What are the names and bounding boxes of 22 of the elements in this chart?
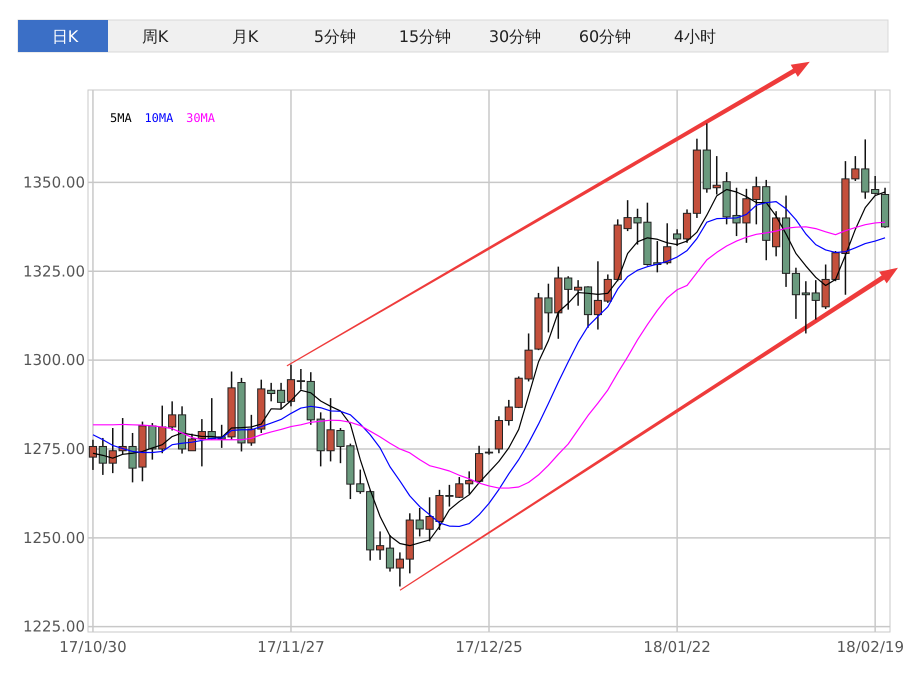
y-tick-label: 1225.00	[22, 618, 85, 636]
candlestick	[386, 534, 394, 572]
x-tick-label: 17/10/30	[59, 638, 127, 656]
y-tick-label: 1300.00	[22, 351, 85, 370]
candlestick	[88, 438, 98, 471]
x-tick-label: 18/01/22	[643, 638, 711, 656]
candlestick	[286, 364, 296, 408]
candlestick	[336, 427, 345, 464]
y-tick-label: 1275.00	[22, 440, 85, 458]
x-tick-label: 18/02/19	[836, 638, 904, 656]
tabs: 日K 周K 月K 5分钟 15分钟 30分钟 60分钟 4小时	[18, 20, 888, 52]
candlestick	[633, 208, 642, 246]
x-tick-label: 17/11/27	[257, 638, 325, 656]
x-tick-label: 17/12/25	[455, 638, 523, 656]
candlestick	[663, 222, 672, 266]
text: 30MA	[186, 111, 216, 125]
y-tick-label: 1250.00	[22, 528, 85, 547]
text: 10MA	[144, 111, 174, 125]
candlestick	[673, 228, 682, 247]
y-tick-label: 1325.00	[22, 262, 85, 280]
text: 5MA	[110, 111, 132, 125]
y-tick-label: 1350.00	[22, 173, 85, 192]
